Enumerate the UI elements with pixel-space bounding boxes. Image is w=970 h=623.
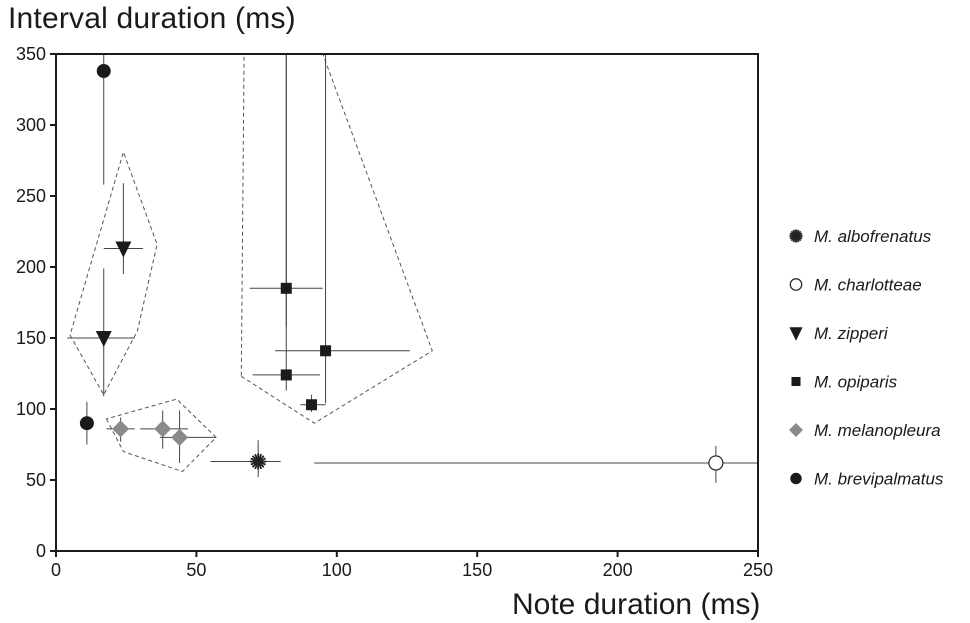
legend-label-m-opiparis: M. opiparis bbox=[814, 373, 898, 392]
y-axis-title: Interval duration (ms) bbox=[8, 2, 296, 35]
legend-label-m-brevipalmatus: M. brevipalmatus bbox=[814, 470, 944, 489]
x-tick-label-0: 0 bbox=[51, 560, 61, 580]
hull-m-zipperi bbox=[69, 150, 158, 396]
legend-label-m-albofrenatus: M. albofrenatus bbox=[814, 227, 932, 246]
y-tick-label-150: 150 bbox=[16, 328, 46, 348]
point-m-albofrenatus-1 bbox=[250, 453, 267, 470]
y-tick-label-350: 350 bbox=[16, 44, 46, 64]
point-m-opiparis-1 bbox=[280, 282, 292, 294]
point-m-charlotteae-1 bbox=[708, 455, 724, 471]
y-tick-label-0: 0 bbox=[36, 541, 46, 561]
x-tick-label-50: 50 bbox=[186, 560, 206, 580]
point-m-opiparis-2 bbox=[320, 345, 332, 357]
legend: M. albofrenatus M. charlotteae M. zipperi M… bbox=[789, 227, 944, 489]
y-tick-label-100: 100 bbox=[16, 399, 46, 419]
point-m-brevipalmatus-2 bbox=[79, 416, 94, 431]
point-m-opiparis-3 bbox=[280, 369, 292, 381]
x-axis-title: Note duration (ms) bbox=[512, 588, 761, 621]
legend-marker-m-melanopleura bbox=[789, 423, 803, 437]
y-tick-label-300: 300 bbox=[16, 115, 46, 135]
legend-marker-m-opiparis bbox=[791, 376, 801, 387]
legend-marker-m-albofrenatus bbox=[789, 229, 803, 243]
x-tick-label-250: 250 bbox=[743, 560, 773, 580]
y-tick-label-250: 250 bbox=[16, 186, 46, 206]
hull-m-melanopleura bbox=[105, 398, 217, 473]
point-m-melanopleura-2 bbox=[154, 420, 172, 438]
error-bars bbox=[67, 54, 758, 483]
x-tick-label-100: 100 bbox=[322, 560, 352, 580]
data-points bbox=[79, 64, 724, 471]
y-tick-label-200: 200 bbox=[16, 257, 46, 277]
convex-hulls bbox=[69, 53, 433, 473]
y-tick-label-50: 50 bbox=[26, 470, 46, 490]
legend-marker-m-zipperi bbox=[789, 327, 803, 341]
point-m-melanopleura-3 bbox=[171, 428, 189, 446]
point-m-zipperi-1 bbox=[115, 241, 132, 258]
x-tick-label-200: 200 bbox=[603, 560, 633, 580]
legend-marker-m-brevipalmatus bbox=[790, 472, 802, 485]
x-tick-label-150: 150 bbox=[462, 560, 492, 580]
legend-marker-m-charlotteae bbox=[789, 278, 803, 291]
hull-m-opiparis bbox=[240, 53, 433, 424]
x-axis: 0 50 100 150 200 250 bbox=[51, 551, 773, 580]
plot-frame bbox=[55, 53, 759, 552]
y-axis: 0 50 100 150 200 250 300 350 bbox=[16, 44, 56, 561]
point-m-melanopleura-1 bbox=[112, 420, 130, 438]
legend-label-m-zipperi: M. zipperi bbox=[814, 324, 889, 343]
point-m-brevipalmatus-1 bbox=[96, 64, 111, 79]
legend-label-m-melanopleura: M. melanopleura bbox=[814, 421, 941, 440]
point-m-opiparis-4 bbox=[306, 399, 318, 411]
legend-label-m-charlotteae: M. charlotteae bbox=[814, 276, 922, 295]
point-m-zipperi-2 bbox=[95, 331, 112, 347]
